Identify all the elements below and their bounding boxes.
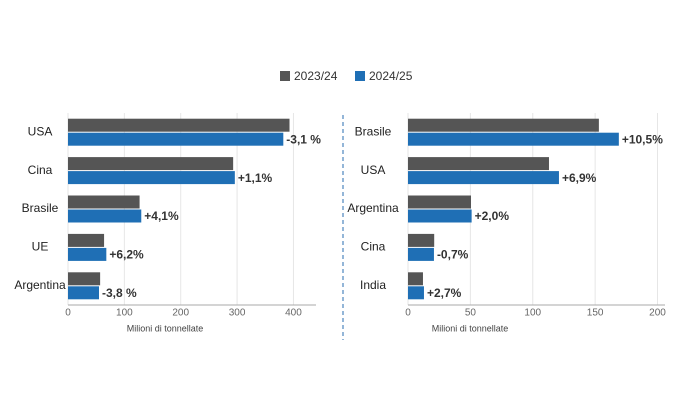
bar [408, 132, 619, 146]
bar [68, 118, 290, 132]
bar [408, 171, 559, 185]
x-tick-label: 0 [65, 308, 71, 319]
value-label: +1,1% [238, 171, 273, 185]
x-tick-label: 100 [524, 308, 541, 319]
value-label: +2,7% [427, 286, 462, 300]
bar [68, 171, 235, 185]
category-label: India [360, 278, 386, 292]
category-label: Argentina [347, 201, 399, 215]
bar [68, 286, 99, 300]
bar [408, 209, 472, 223]
value-label: +4,1% [144, 209, 179, 223]
value-label: -3,1 % [286, 132, 321, 146]
bar [68, 157, 234, 171]
value-label: +6,2% [109, 248, 144, 262]
x-tick-label: 200 [172, 308, 189, 319]
bar [68, 233, 105, 247]
legend-label: 2023/24 [294, 69, 338, 83]
x-axis-title: Milioni di tonnellate [127, 323, 204, 333]
bar [408, 118, 599, 132]
legend-label: 2024/25 [369, 69, 413, 83]
category-label: Brasile [355, 124, 392, 138]
bar [68, 247, 107, 261]
category-label: USA [361, 163, 386, 177]
value-label: +10,5% [622, 132, 663, 146]
bar [68, 209, 142, 223]
legend-swatch [355, 71, 365, 81]
bar [68, 132, 284, 146]
bar [408, 233, 435, 247]
legend-swatch [280, 71, 290, 81]
category-label: Brasile [22, 201, 59, 215]
x-axis-title: Milioni di tonnellate [432, 323, 509, 333]
x-tick-label: 150 [587, 308, 604, 319]
category-label: Cina [28, 163, 53, 177]
bar [408, 195, 472, 209]
bar [408, 247, 434, 261]
x-tick-label: 0 [405, 308, 411, 319]
value-label: +2,0% [475, 209, 510, 223]
bar [408, 286, 424, 300]
bar [408, 272, 423, 286]
x-tick-label: 300 [229, 308, 246, 319]
value-label: -3,8 % [102, 286, 137, 300]
x-tick-label: 400 [285, 308, 302, 319]
value-label: -0,7% [437, 248, 469, 262]
x-tick-label: 50 [465, 308, 477, 319]
category-label: UE [32, 240, 49, 254]
bar [408, 157, 549, 171]
value-label: +6,9% [562, 171, 597, 185]
category-label: Argentina [14, 278, 66, 292]
category-label: Cina [361, 240, 386, 254]
bar [68, 195, 140, 209]
bar [68, 272, 101, 286]
x-tick-label: 200 [649, 308, 666, 319]
category-label: USA [28, 124, 53, 138]
x-tick-label: 100 [116, 308, 133, 319]
